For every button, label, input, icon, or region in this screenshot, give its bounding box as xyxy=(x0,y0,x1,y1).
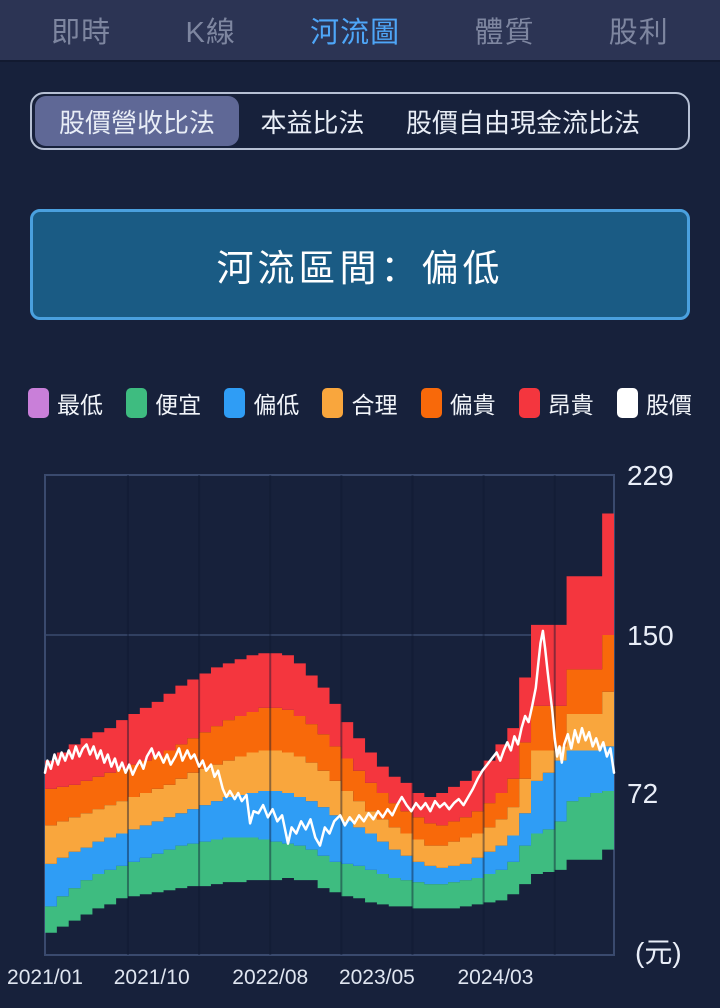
river-range-status-box: 河流區間：偏低 xyxy=(30,209,690,320)
lowest-swatch xyxy=(28,388,49,418)
tab-dividend[interactable]: 股利 xyxy=(608,17,669,49)
tab-kline[interactable]: K線 xyxy=(185,17,236,49)
pricey-swatch xyxy=(420,388,442,418)
legend-item-lowest: 最低 xyxy=(28,386,103,420)
chart-legend: 最低 便宜 偏低 合理 偏貴 昂貴 股價 xyxy=(28,386,692,420)
y-tick-label: 229 xyxy=(627,460,674,491)
cheap-swatch xyxy=(126,388,148,418)
y-tick-label: 150 xyxy=(627,620,674,651)
x-tick-label: 2021/10 xyxy=(114,966,190,989)
legend-label: 合理 xyxy=(351,392,398,418)
tab-realtime[interactable]: 即時 xyxy=(51,17,112,49)
expensive-swatch xyxy=(518,388,540,418)
legend-label: 昂貴 xyxy=(547,392,594,418)
river-chart: 229 150 72 (元) 2021/01 2021/10 2022/08 2023/05 2… xyxy=(7,460,682,989)
legend-item-pricey: 偏貴 xyxy=(420,386,496,420)
legend-label: 偏低 xyxy=(253,392,300,418)
legend-item-fair: 合理 xyxy=(322,386,397,420)
legend-label: 偏貴 xyxy=(449,392,496,418)
x-tick-label: 2024/03 xyxy=(457,966,533,989)
tab-constitution[interactable]: 體質 xyxy=(474,17,535,49)
top-tab-bar: 即時 K線 河流圖 體質 股利 xyxy=(0,0,720,62)
tab-river-chart[interactable]: 河流圖 xyxy=(310,17,401,49)
x-tick-label: 2021/01 xyxy=(7,966,83,989)
price-swatch xyxy=(616,388,638,418)
legend-item-cheap: 便宜 xyxy=(126,386,201,420)
legend-item-low: 偏低 xyxy=(224,386,299,420)
river-range-label: 河流區間：偏低 xyxy=(216,247,504,289)
method-pe-ratio[interactable]: 本益比法 xyxy=(260,107,365,138)
method-price-to-fcf[interactable]: 股價自由現金流比法 xyxy=(405,107,640,138)
price-line xyxy=(43,629,616,847)
low-swatch xyxy=(224,388,246,418)
y-axis-unit-label: (元) xyxy=(635,937,682,968)
x-tick-label: 2023/05 xyxy=(339,966,415,989)
x-tick-label: 2022/08 xyxy=(232,966,308,989)
legend-label: 股價 xyxy=(645,392,692,418)
method-price-to-sales[interactable]: 股價營收比法 xyxy=(35,96,240,146)
fair-swatch xyxy=(322,388,344,418)
band-偏低 xyxy=(45,746,614,907)
legend-item-expensive: 昂貴 xyxy=(518,386,594,420)
legend-label: 最低 xyxy=(57,392,103,418)
valuation-method-segmented-control: 股價營收比法 本益比法 股價自由現金流比法 xyxy=(30,92,690,150)
legend-label: 便宜 xyxy=(155,392,202,418)
y-tick-label: 72 xyxy=(627,778,658,809)
legend-item-price: 股價 xyxy=(616,386,692,420)
